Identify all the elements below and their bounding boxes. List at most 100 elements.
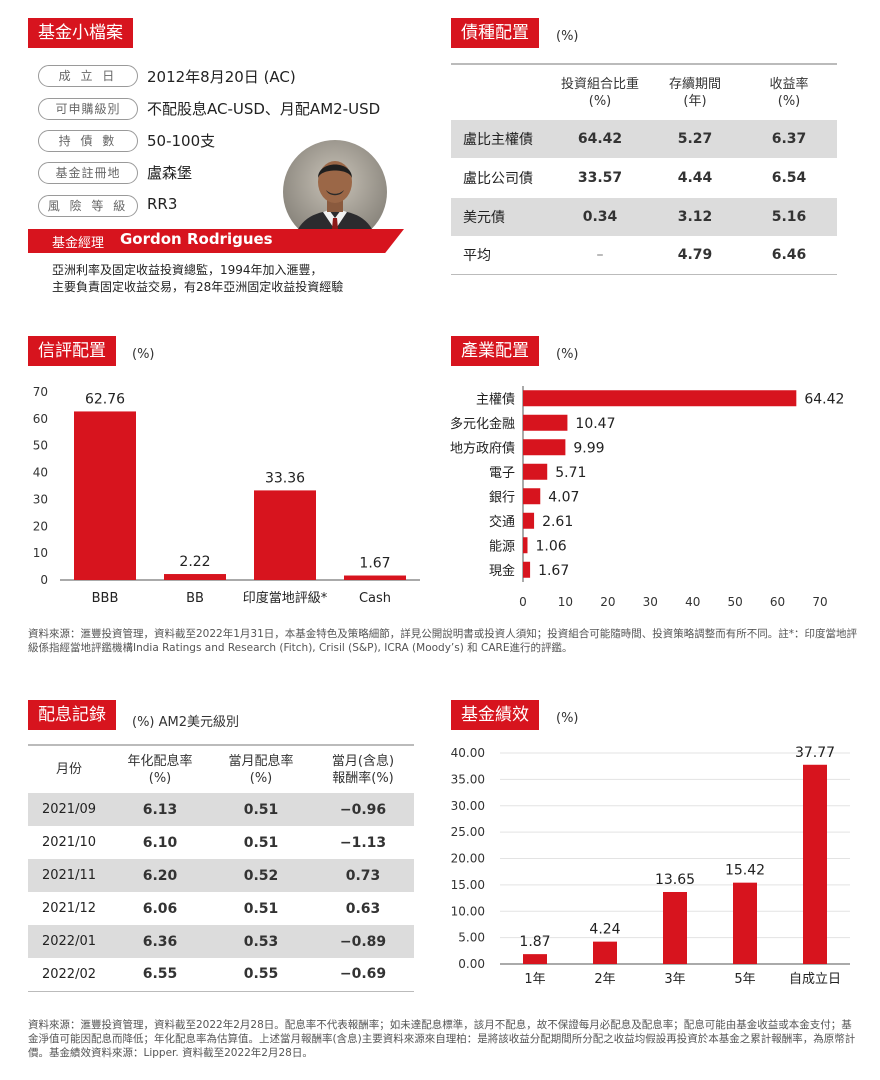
x-tick-label: BB bbox=[186, 591, 204, 606]
cell-return: −0.89 bbox=[312, 925, 414, 958]
y-tick-label: 20.00 bbox=[451, 852, 485, 866]
row-label: 盧比公司債 bbox=[463, 171, 533, 187]
x-tick-label: 60 bbox=[770, 595, 785, 609]
table-row: 2021/09 6.13 0.51 −0.96 bbox=[28, 793, 414, 826]
x-tick-label: BBB bbox=[92, 591, 119, 606]
credit-rating-chart: 0 10 20 30 40 50 60 70 62.76 BBB 2.22 BB 33.36 印度當地評級… bbox=[33, 385, 420, 606]
dividend-header-annual: 年化配息率 (%) bbox=[127, 753, 193, 786]
data-label: 1.87 bbox=[519, 934, 550, 950]
y-tick-label: 35.00 bbox=[451, 772, 485, 786]
data-label: 1.67 bbox=[538, 563, 569, 579]
cell-annual: 6.20 bbox=[110, 859, 210, 892]
x-tick-label: 3年 bbox=[664, 972, 685, 987]
x-tick-label: 70 bbox=[812, 595, 827, 609]
x-tick-label: 30 bbox=[643, 595, 658, 609]
y-tick-label: 70 bbox=[33, 385, 48, 399]
y-tick-label: 電子 bbox=[489, 466, 515, 481]
dividend-header-return: 當月(含息) 報酬率(%) bbox=[331, 753, 395, 786]
bond-allocation-title: 債種配置 bbox=[451, 18, 539, 48]
cell-monthly: 0.53 bbox=[210, 925, 312, 958]
dividend-table-header: 月份 年化配息率 (%) 當月配息率 (%) 當月(含息) 報酬率(%) bbox=[28, 745, 414, 793]
cell-duration: 3.12 bbox=[649, 198, 741, 236]
x-tick-label: 5年 bbox=[734, 972, 755, 987]
cell-month: 2022/01 bbox=[28, 925, 110, 958]
cell-return: −1.13 bbox=[339, 834, 387, 851]
y-tick-label: 50 bbox=[33, 439, 48, 453]
label-inception: 成 立 日 bbox=[38, 65, 138, 87]
value-domicile: 盧森堡 bbox=[147, 164, 193, 182]
bond-header-duration: 存續期間 (年) bbox=[668, 76, 721, 109]
y-tick-label: 10.00 bbox=[451, 904, 485, 918]
x-tick-label: Cash bbox=[359, 591, 391, 606]
bar bbox=[733, 882, 757, 964]
credit-rating-title: 信評配置 bbox=[28, 336, 116, 366]
y-tick-label: 0 bbox=[40, 573, 48, 587]
y-tick-label: 40 bbox=[33, 466, 48, 480]
dividend-table: 月份 年化配息率 (%) 當月配息率 (%) 當月(含息) 報酬率(%) 202… bbox=[28, 744, 414, 992]
row-label: 盧比主權債 bbox=[451, 120, 551, 158]
industry-title: 產業配置 bbox=[451, 336, 539, 366]
bar bbox=[523, 561, 531, 578]
bar bbox=[74, 411, 136, 580]
cell-duration: 5.27 bbox=[649, 120, 741, 158]
bar bbox=[663, 891, 687, 964]
y-tick-label: 銀行 bbox=[489, 490, 515, 505]
table-row: 2021/12 6.06 0.51 0.63 bbox=[28, 892, 414, 925]
value-holdings: 50-100支 bbox=[147, 132, 216, 150]
y-tick-label: 多元化金融 bbox=[450, 416, 515, 432]
bar bbox=[254, 490, 316, 580]
bond-allocation-unit: (%) bbox=[556, 29, 579, 44]
performance-title: 基金績效 bbox=[451, 700, 539, 730]
data-label: 62.76 bbox=[85, 391, 125, 407]
cell-month: 2021/11 bbox=[28, 859, 110, 892]
performance-chart: 0.00 5.00 10.00 15.00 20.00 25.00 30.00 35.00 40… bbox=[451, 745, 850, 987]
cell-return: 0.63 bbox=[345, 900, 381, 917]
data-label: 64.42 bbox=[804, 391, 844, 407]
industry-unit: (%) bbox=[556, 347, 579, 362]
row-label: 平均 bbox=[463, 247, 491, 264]
x-tick-label: 自成立日 bbox=[789, 972, 841, 987]
cell-annual: 6.06 bbox=[142, 900, 178, 917]
data-label: 2.22 bbox=[179, 554, 210, 570]
manager-photo bbox=[283, 140, 387, 244]
data-label: 1.67 bbox=[359, 556, 390, 572]
cell-monthly: 0.51 bbox=[243, 900, 279, 917]
bar bbox=[164, 574, 226, 580]
cell-return: −0.69 bbox=[339, 966, 387, 983]
cell-annual: 6.36 bbox=[110, 925, 210, 958]
performance-unit: (%) bbox=[556, 711, 579, 726]
data-label: 37.77 bbox=[795, 745, 835, 761]
cell-yield: 6.37 bbox=[741, 120, 837, 158]
y-tick-label: 現金 bbox=[489, 563, 515, 579]
bar bbox=[803, 764, 827, 964]
x-tick-label: 印度當地評級* bbox=[243, 590, 328, 606]
cell-yield: 6.54 bbox=[771, 170, 807, 186]
cell-monthly: 0.52 bbox=[210, 859, 312, 892]
x-tick-label: 50 bbox=[728, 595, 743, 609]
cell-weight: 64.42 bbox=[551, 120, 649, 158]
cell-duration: 4.79 bbox=[677, 246, 713, 263]
cell-yield: 6.46 bbox=[771, 246, 807, 263]
bond-header-yield: 收益率 (%) bbox=[769, 76, 809, 109]
bar bbox=[523, 439, 566, 456]
profile-title: 基金小檔案 bbox=[28, 18, 133, 48]
table-row: 2021/10 6.10 0.51 −1.13 bbox=[28, 826, 414, 859]
table-row: 盧比公司債 33.57 4.44 6.54 bbox=[451, 158, 837, 198]
bar bbox=[523, 954, 547, 964]
cell-return: 0.73 bbox=[312, 859, 414, 892]
data-label: 1.06 bbox=[535, 538, 566, 554]
dividend-title: 配息記錄 bbox=[28, 700, 116, 730]
x-tick-label: 1年 bbox=[524, 972, 545, 987]
cell-annual: 6.55 bbox=[142, 966, 178, 983]
bond-allocation-table: 投資組合比重 (%) 存續期間 (年) 收益率 (%) 盧比主權債 64.42 … bbox=[451, 63, 837, 275]
y-tick-label: 25.00 bbox=[451, 825, 485, 839]
y-tick-label: 60 bbox=[33, 412, 48, 426]
bar bbox=[523, 390, 797, 407]
cell-monthly: 0.55 bbox=[243, 966, 279, 983]
x-tick-label: 10 bbox=[558, 595, 573, 609]
y-tick-label: 20 bbox=[33, 519, 48, 533]
dividend-header-monthly: 當月配息率 (%) bbox=[228, 753, 294, 786]
table-row: 2021/11 6.20 0.52 0.73 bbox=[28, 859, 414, 892]
data-label: 13.65 bbox=[655, 872, 695, 888]
value-inception: 2012年8月20日 (AC) bbox=[147, 68, 296, 86]
